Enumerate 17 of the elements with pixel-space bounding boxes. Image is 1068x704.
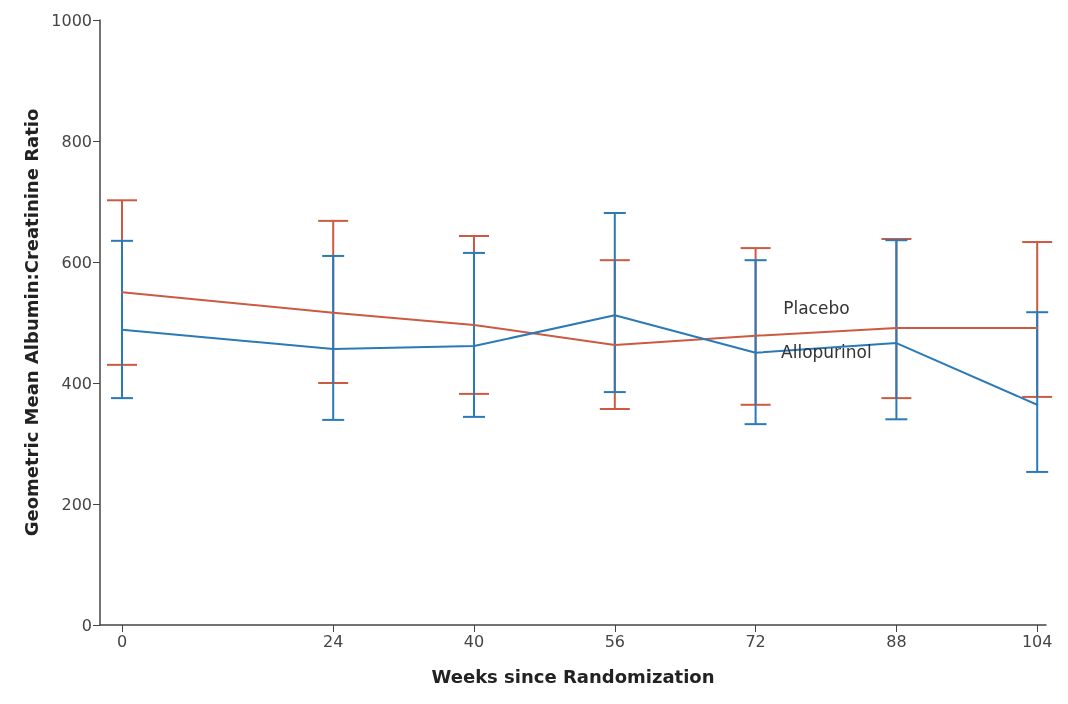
x-tick-label: 24 [323, 631, 344, 651]
x-tick-label: 40 [463, 631, 485, 651]
y-tick-label: 1000 [51, 10, 92, 30]
y-tick-label: 600 [61, 252, 92, 272]
series-label: Placebo [783, 298, 850, 319]
x-tick-label: 56 [604, 631, 625, 651]
y-tick-label: 800 [61, 131, 92, 151]
x-tick-label: 104 [1021, 631, 1053, 651]
x-axis-title: Weeks since Randomization [431, 665, 715, 687]
y-tick-label: 200 [61, 494, 92, 514]
series-label: Allopurinol [781, 341, 872, 362]
y-tick-label: 0 [81, 615, 92, 635]
y-axis-title: Geometric Mean Albumin:Creatinine Ratio [20, 108, 42, 537]
x-tick-label: 88 [886, 631, 907, 651]
x-tick-label: 72 [745, 631, 766, 651]
x-tick-label: 0 [116, 631, 128, 651]
y-tick-label: 400 [61, 373, 92, 393]
